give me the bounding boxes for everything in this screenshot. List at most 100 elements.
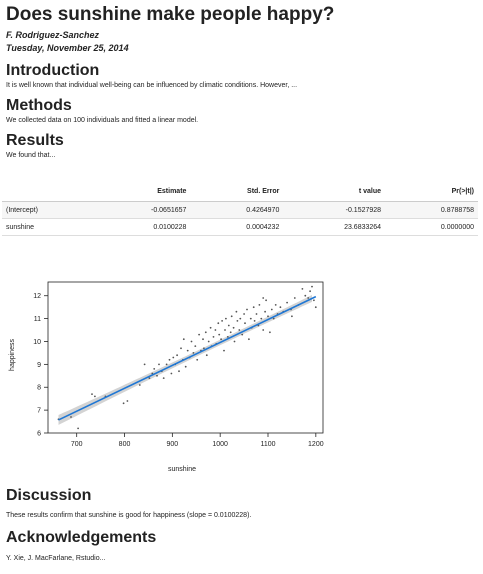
data-point (230, 331, 232, 333)
acknowledgements-text: Y. Xie, J. MacFarlane, Rstudio... (6, 554, 105, 564)
data-point (178, 370, 180, 372)
data-point (256, 313, 258, 315)
data-point (309, 290, 311, 292)
data-point (198, 334, 200, 336)
data-point (176, 354, 178, 356)
data-point (169, 359, 171, 361)
data-point (224, 329, 226, 331)
table-cell: 0.0000000 (385, 219, 478, 236)
data-point (206, 354, 208, 356)
data-point (291, 315, 293, 317)
data-point (262, 329, 264, 331)
data-point (158, 364, 160, 366)
data-point (221, 320, 223, 322)
data-point (91, 393, 93, 395)
table-cell: 0.0004232 (190, 219, 283, 236)
data-point (183, 338, 185, 340)
data-point (187, 350, 189, 352)
data-point (294, 297, 296, 299)
data-point (243, 313, 245, 315)
x-tick-label: 800 (119, 441, 131, 448)
data-point (233, 327, 235, 329)
introduction-text: It is well known that individual well-be… (6, 81, 477, 91)
data-point (286, 302, 288, 304)
table-header: Pr(>|t|) (385, 184, 478, 202)
table-header (2, 184, 92, 202)
data-point (94, 396, 96, 398)
data-point (215, 329, 217, 331)
data-point (127, 400, 129, 402)
data-point (254, 320, 256, 322)
data-point (244, 322, 246, 324)
data-point (241, 334, 243, 336)
data-point (239, 318, 241, 320)
table-cell: (Intercept) (2, 202, 92, 219)
data-point (264, 311, 266, 313)
data-point (304, 295, 306, 297)
table-cell: -0.1527928 (283, 202, 385, 219)
table-row: sunshine 0.0100228 0.0004232 23.6833264 … (2, 219, 478, 236)
data-point (227, 336, 229, 338)
data-point (144, 364, 146, 366)
discussion-text: These results confirm that sunshine is g… (6, 511, 251, 521)
page-title: Does sunshine make people happy? (6, 3, 477, 27)
y-tick-label: 6 (37, 431, 41, 438)
table-header: Std. Error (190, 184, 283, 202)
data-point (77, 428, 79, 430)
data-point (196, 359, 198, 361)
scatter-plot: 700 800 900 1000 1100 1200 6 7 8 9 10 11 12 sunshine… (0, 270, 340, 480)
data-point (231, 315, 233, 317)
data-point (210, 327, 212, 329)
data-point (271, 309, 273, 311)
table-cell: -0.0651657 (92, 202, 190, 219)
y-tick-label: 8 (37, 385, 41, 392)
data-point (225, 318, 227, 320)
table-cell: 23.6833264 (283, 219, 385, 236)
data-point (218, 334, 220, 336)
y-tick-label: 11 (34, 316, 41, 323)
data-point (228, 325, 230, 327)
heading-results: Results (6, 131, 477, 151)
data-point (311, 286, 313, 288)
data-point (313, 299, 315, 301)
data-point (171, 373, 173, 375)
heading-discussion: Discussion (6, 486, 91, 506)
data-point (220, 338, 222, 340)
table-header: Estimate (92, 184, 190, 202)
data-point (267, 315, 269, 317)
data-point (234, 341, 236, 343)
regression-table: Estimate Std. Error t value Pr(>|t|) (In… (2, 184, 478, 236)
data-point (265, 299, 267, 301)
table-cell: 0.4264970 (190, 202, 283, 219)
data-point (307, 297, 309, 299)
data-point (180, 347, 182, 349)
data-point (213, 336, 215, 338)
x-tick-label: 900 (167, 441, 179, 448)
y-tick-label: 7 (37, 408, 41, 415)
methods-text: We collected data on 100 individuals and… (6, 116, 477, 126)
data-point (202, 338, 204, 340)
data-point (191, 341, 193, 343)
data-point (203, 347, 205, 349)
heading-methods: Methods (6, 96, 477, 116)
table-header: t value (283, 184, 385, 202)
data-point (253, 306, 255, 308)
y-tick-label: 12 (33, 293, 41, 300)
data-point (185, 366, 187, 368)
data-point (250, 318, 252, 320)
data-point (237, 320, 239, 322)
y-axis-label: happiness (9, 339, 16, 371)
data-point (246, 309, 248, 311)
data-point (275, 304, 277, 306)
y-tick-label: 10 (33, 339, 41, 346)
date: Tuesday, November 25, 2014 (6, 42, 477, 55)
data-point (166, 364, 168, 366)
x-axis-label: sunshine (168, 466, 196, 473)
data-point (193, 352, 195, 354)
data-point (163, 377, 165, 379)
data-point (223, 350, 225, 352)
heading-introduction: Introduction (6, 61, 477, 81)
data-point (262, 297, 264, 299)
table-header-row: Estimate Std. Error t value Pr(>|t|) (2, 184, 478, 202)
data-point (217, 322, 219, 324)
